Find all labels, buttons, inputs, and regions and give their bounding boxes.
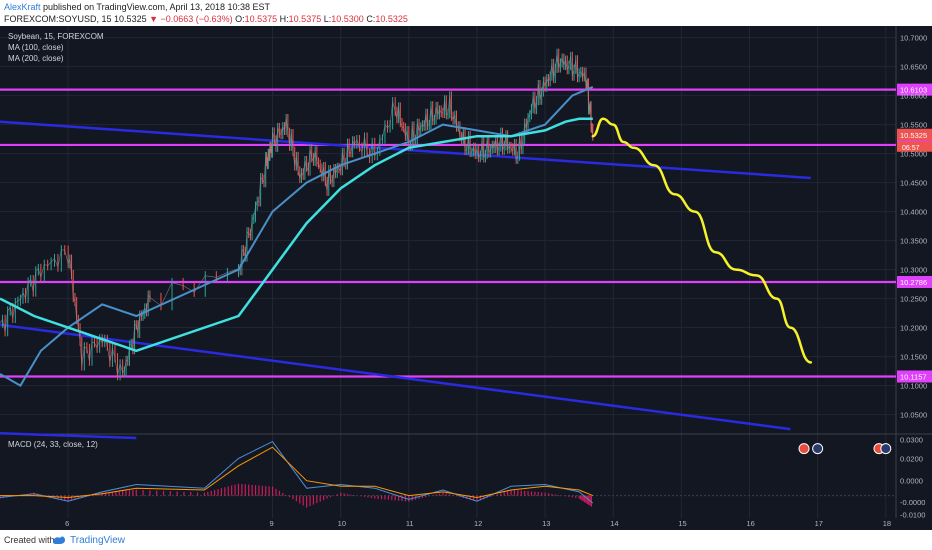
close-label: C: <box>366 14 376 24</box>
projection-path <box>591 117 813 364</box>
ma200-legend[interactable]: MA (200, close) <box>8 54 64 63</box>
event-icon <box>812 443 824 455</box>
countdown-label: 06:57 <box>902 145 920 152</box>
level-label-bg <box>897 276 932 289</box>
y-tick-label: 10.5000 <box>900 150 927 159</box>
current-price-label: 10.5325 <box>900 131 927 140</box>
x-tick-label: 6 <box>65 519 69 528</box>
level-label: 10.1157 <box>900 372 927 381</box>
macd-signal-line <box>0 446 593 499</box>
low-value: 10.5300 <box>331 14 364 24</box>
y-tick-label: 10.4500 <box>900 179 927 188</box>
x-tick-label: 13 <box>542 519 550 528</box>
level-label: 10.2786 <box>900 278 927 287</box>
event-icon <box>880 443 892 455</box>
y-tick-label: 10.3000 <box>900 266 927 275</box>
high-label: H: <box>279 14 289 24</box>
created-with-text: Created with <box>4 535 55 545</box>
y-tick-label: 10.4000 <box>900 208 927 217</box>
x-tick-label: 18 <box>883 519 891 528</box>
open-value: 10.5375 <box>244 14 278 24</box>
macd-y-tick-label: -0.0000 <box>900 498 925 507</box>
macd-legend[interactable]: MACD (24, 33, close, 12) <box>8 440 98 449</box>
level-label-bg <box>897 370 932 383</box>
macd-y-tick-label: -0.0100 <box>900 510 925 519</box>
countdown-bg <box>897 141 932 152</box>
x-tick-label: 15 <box>678 519 686 528</box>
chart-header: AlexKraft published on TradingView.com, … <box>0 0 932 26</box>
x-tick-label: 14 <box>610 519 618 528</box>
x-tick-label: 11 <box>406 519 414 528</box>
footer: Created with TradingView <box>0 530 932 550</box>
high-value: 10.5375 <box>288 14 322 24</box>
last-price: 10.5325 <box>114 14 147 24</box>
x-tick-label: 10 <box>338 519 346 528</box>
y-tick-label: 10.2500 <box>900 295 927 304</box>
tradingview-brand[interactable]: TradingView <box>70 535 126 546</box>
trend-line <box>0 323 791 431</box>
ma200-line <box>0 117 593 353</box>
x-tick-label: 16 <box>747 519 755 528</box>
x-tick-label: 9 <box>270 519 274 528</box>
level-label: 10.6103 <box>900 86 927 95</box>
y-tick-label: 10.7000 <box>900 34 927 43</box>
publish-info: AlexKraft published on TradingView.com, … <box>4 2 270 12</box>
y-tick-label: 10.1000 <box>900 382 927 391</box>
y-tick-label: 10.0500 <box>900 411 927 420</box>
author-link[interactable]: AlexKraft <box>4 2 41 12</box>
y-tick-label: 10.2000 <box>900 324 927 333</box>
level-label-bg <box>897 83 932 96</box>
ma100-legend[interactable]: MA (100, close) <box>8 43 64 52</box>
low-label: L: <box>323 14 332 24</box>
x-tick-label: 17 <box>815 519 823 528</box>
tradingview-logo-icon <box>53 536 65 544</box>
y-tick-label: 10.1500 <box>900 353 927 362</box>
symbol-label: FOREXCOM:SOYUSD, 15 <box>4 14 112 24</box>
y-tick-label: 10.6000 <box>900 92 927 101</box>
x-tick-label: 12 <box>474 519 482 528</box>
macd-y-tick-label: 0.0200 <box>900 454 923 463</box>
ohlc-line: FOREXCOM:SOYUSD, 15 10.5325 ▼ −0.0663 (−… <box>4 14 408 24</box>
y-tick-label: 10.5500 <box>900 121 927 130</box>
current-price-bg <box>897 128 932 141</box>
published-text: published on TradingView.com, April 13, … <box>43 2 271 12</box>
close-value: 10.5325 <box>375 14 408 24</box>
price-change: ▼ −0.0663 (−0.63%) <box>149 14 233 24</box>
price-line <box>0 53 594 376</box>
y-tick-label: 10.3500 <box>900 237 927 246</box>
open-label: O: <box>235 14 245 24</box>
macd-line <box>0 440 594 504</box>
macd-y-tick-label: 0.0300 <box>900 436 923 445</box>
y-tick-label: 10.6500 <box>900 63 927 72</box>
main-legend-title: Soybean, 15, FOREXCOM <box>8 32 104 41</box>
trend-line <box>0 432 137 440</box>
event-icon <box>798 443 810 455</box>
macd-y-tick-label: 0.0000 <box>900 477 923 486</box>
